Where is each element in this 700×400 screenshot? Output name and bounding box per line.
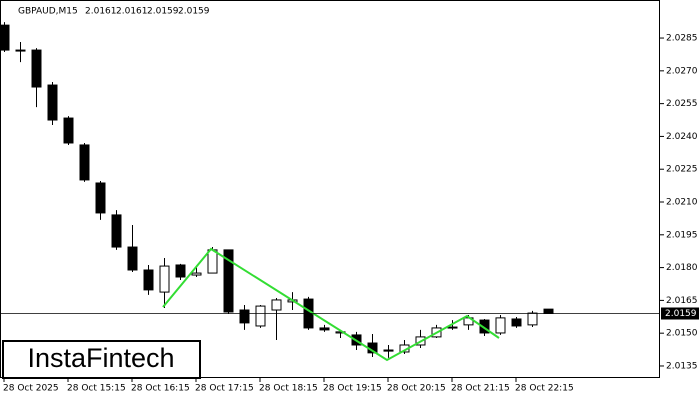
candle-body (223, 249, 234, 313)
low-value: 2.0159 (147, 7, 179, 17)
candle-body (79, 144, 90, 181)
candle-body (239, 309, 250, 324)
close-value: 2.0159 (178, 7, 210, 17)
y-tick-label: 2.0150 (666, 329, 698, 339)
candle-body (15, 49, 26, 52)
candle-body (111, 214, 122, 248)
candle-body (447, 326, 458, 329)
plot-frame (0, 0, 660, 378)
y-tick-label: 2.0165 (666, 296, 698, 306)
candle-body (31, 49, 42, 88)
y-tick-label: 2.0240 (666, 132, 698, 142)
candle-body (159, 265, 170, 293)
candle-body (95, 182, 106, 214)
candle-body (127, 246, 138, 271)
y-tick-label: 2.0210 (666, 198, 698, 208)
current-price-box (661, 307, 699, 320)
y-tick-label: 2.0195 (666, 230, 698, 240)
x-tick-label: 28 Oct 20:15 (387, 384, 446, 394)
plot (0, 22, 554, 358)
high-value: 2.0161 (116, 7, 148, 17)
x-tick-label: 28 Oct 15:15 (67, 384, 126, 394)
open-value: 2.0161 (85, 7, 117, 17)
candle-body (319, 327, 330, 331)
x-tick-label: 28 Oct 17:15 (195, 384, 254, 394)
candle-body (271, 299, 282, 311)
candle-body (207, 249, 218, 274)
y-tick-label: 2.0180 (666, 263, 698, 273)
candle-body (255, 305, 266, 327)
candle-body (383, 349, 394, 352)
candle-body (175, 264, 186, 278)
x-tick-label: 28 Oct 21:15 (451, 384, 510, 394)
candle-body (495, 317, 506, 334)
candle-body (47, 84, 58, 121)
y-tick-label: 2.0225 (666, 165, 698, 175)
y-tick-label: 2.0255 (666, 99, 698, 109)
header: GBPAUD,M15 2.0161 2.0161 2.0159 2.0159 (18, 7, 210, 17)
current-price-label: 2.0159 (665, 309, 697, 319)
candle-body (543, 308, 554, 315)
candle-body (63, 117, 74, 144)
y-tick-label: 2.0270 (666, 66, 698, 76)
candle-body (143, 269, 154, 291)
x-tick-label: 28 Oct 19:15 (323, 384, 382, 394)
candle-body (0, 24, 10, 51)
y-tick-label: 2.0135 (666, 361, 698, 371)
pattern-line (162, 247, 500, 362)
x-tick-label: 28 Oct 18:15 (259, 384, 318, 394)
logo: InstaFintech (27, 343, 174, 373)
x-tick-label: 28 Oct 22:15 (515, 384, 574, 394)
y-tick-label: 2.0285 (666, 34, 698, 44)
x-tick-label: 28 Oct 16:15 (131, 384, 190, 394)
candle-body (479, 319, 490, 334)
chart-title: GBPAUD,M15 (18, 7, 78, 17)
candle-body (511, 318, 522, 327)
x-tick-label: 28 Oct 2025 (3, 384, 59, 394)
candle-body (191, 272, 202, 276)
logo-box (2, 340, 201, 379)
candle-body (527, 312, 538, 326)
